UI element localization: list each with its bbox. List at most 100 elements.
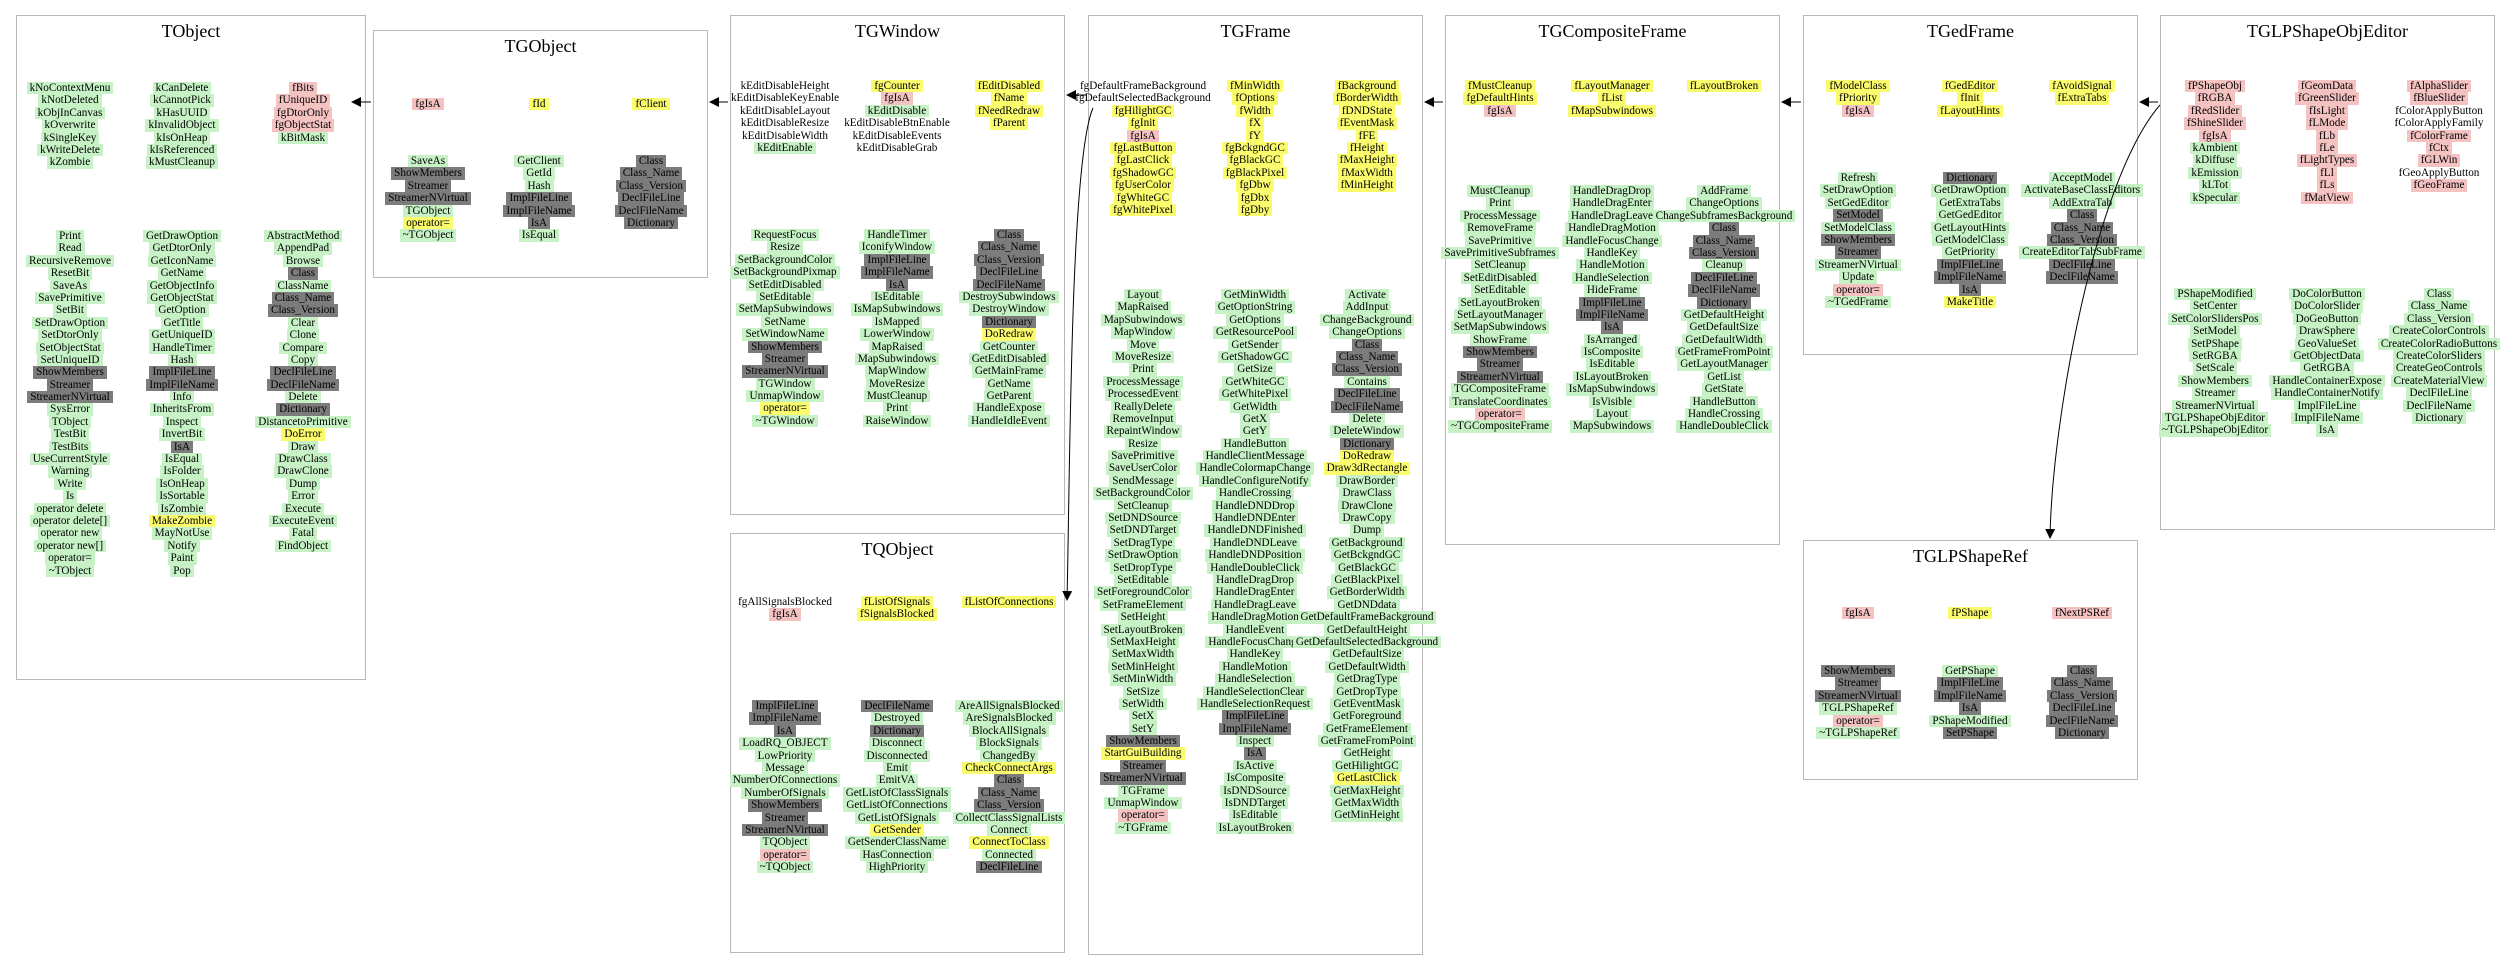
method-isa: IsA <box>1958 283 1982 296</box>
method-blocksignals: BlockSignals <box>976 737 1042 750</box>
method-tgedframe: ~TGedFrame <box>1824 295 1892 309</box>
data-member-fgisa: fgIsA <box>769 608 801 621</box>
method-islayoutbroken: IsLayoutBroken <box>1215 821 1295 835</box>
method-implfileline: ImplFileLine <box>1937 677 2003 690</box>
data-member-fgallsignalsblocked: fgAllSignalsBlocked <box>738 596 832 608</box>
method-getsender: GetSender <box>1228 338 1282 351</box>
method-setmapsubwindows: SetMapSubwindows <box>735 303 835 316</box>
method-handledragleave: HandleDragLeave <box>1568 209 1656 223</box>
method-tglpshapeobjeditor: TGLPShapeObjEditor <box>2161 411 2269 425</box>
method-getframeelement: GetFrameElement <box>1322 722 1411 736</box>
method-column: MustCleanup Print ProcessMessage RemoveFram… <box>1441 185 1559 433</box>
method-lowpriority: LowPriority <box>754 749 816 762</box>
method-isarranged: IsArranged <box>1583 333 1641 347</box>
member-column: fAlphaSlider fBlueSlider fColorApplyButton… <box>2385 80 2493 192</box>
member-column: fBits fUniqueID fgDtorOnly fgObjectStat kBit… <box>249 82 357 144</box>
method-showmembers: ShowMembers <box>1463 346 1537 359</box>
data-member-fghilightgc: fgHilightGC <box>1111 104 1175 118</box>
method-docolorslider: DoColorSlider <box>2291 300 2363 313</box>
method-operator-new: operator new <box>37 527 103 540</box>
data-member-fcolorframe: fColorFrame <box>2407 129 2471 142</box>
method-streamernvirtual: StreamerNVirtual <box>1815 689 1901 703</box>
method-tqobject: TQObject <box>759 836 811 849</box>
method-tgobject: TGObject <box>402 204 454 217</box>
data-member-kisreferenced: kIsReferenced <box>146 143 218 157</box>
method-blockallsignals: BlockAllSignals <box>969 724 1049 738</box>
method-deletewindow: DeleteWindow <box>1330 425 1404 438</box>
data-member-keditdisableevents: kEditDisableEvents <box>852 129 942 142</box>
method-implfilename: ImplFileName <box>1934 689 2006 703</box>
data-member-fminwidth: fMinWidth <box>1227 80 1283 93</box>
method-class: Class <box>1708 222 1740 235</box>
method-getlistofsignals: GetListOfSignals <box>854 811 940 824</box>
method-numberofsignals: NumberOfSignals <box>741 786 829 800</box>
method-getdefaultwidth: GetDefaultWidth <box>1682 333 1766 347</box>
method-unmapwindow: UnmapWindow <box>1104 797 1182 810</box>
method-handleselectionclear: HandleSelectionClear <box>1202 685 1308 698</box>
method-declfilename: DeclFileName <box>2403 399 2475 412</box>
method-setdndtarget: SetDNDTarget <box>1106 524 1180 537</box>
method-implfilename: ImplFileName <box>749 712 821 725</box>
method-setmodelclass: SetModelClass <box>1821 221 1895 234</box>
method-class: Class <box>1351 338 1383 351</box>
class-title: TGFrame <box>1220 21 1291 41</box>
method-class-name: Class_Name <box>271 291 335 305</box>
method-setdroptype: SetDropType <box>1110 561 1176 574</box>
data-member-fgeoframe: fGeoFrame <box>2410 179 2468 192</box>
method-createcolorsliders: CreateColorSliders <box>2393 349 2485 363</box>
method-tglpshapeobjeditor: ~TGLPShapeObjEditor <box>2158 424 2272 437</box>
method-handledragmotion: HandleDragMotion <box>1565 222 1659 235</box>
method-inspect: Inspect <box>162 415 202 429</box>
method-streamer: Streamer <box>1834 677 1882 690</box>
method-saveas: SaveAs <box>407 155 449 168</box>
method-getlistofclasssignals: GetListOfClassSignals <box>842 786 952 800</box>
method-getheight: GetHeight <box>1340 747 1394 760</box>
method-declfilename: DeclFileName <box>861 700 933 713</box>
method-isa: IsA <box>527 216 551 230</box>
method-getsenderclassname: GetSenderClassName <box>844 836 950 849</box>
method-tgwindow: TGWindow <box>755 377 815 391</box>
data-member-kltot: kLTot <box>2198 179 2232 192</box>
method-testbits: TestBits <box>48 440 92 454</box>
method-moveresize: MoveResize <box>866 377 928 391</box>
method-makezombie: MakeZombie <box>148 514 216 528</box>
method-operator-new: operator new[] <box>33 539 107 553</box>
method-getmaxwidth: GetMaxWidth <box>1331 797 1403 810</box>
method-saveusercolor: SaveUserColor <box>1105 462 1181 475</box>
method-drawclone: DrawClone <box>274 465 332 478</box>
method-tqobject: ~TQObject <box>756 861 814 874</box>
data-member-fctx: fCtx <box>2426 141 2452 155</box>
method-class-version: Class_Version <box>615 179 686 193</box>
method-getwhitegc: GetWhiteGC <box>1222 375 1288 389</box>
data-member-fgisa: fgIsA <box>1842 104 1874 118</box>
method-handlefocuschange: HandleFocusChange <box>1205 635 1305 649</box>
method-hideframe: HideFrame <box>1583 284 1641 297</box>
data-member-fgwhitepixel: fgWhitePixel <box>1110 203 1176 217</box>
method-lowerwindow: LowerWindow <box>860 328 934 341</box>
method-class: Class <box>2066 665 2098 678</box>
method-getblackgc: GetBlackGC <box>1335 561 1399 574</box>
method-column: Refresh SetDrawOption SetGedEditor SetModel… <box>1804 172 1912 309</box>
method-emit: Emit <box>883 761 911 775</box>
method-connect: Connect <box>987 823 1031 837</box>
data-member-kspecular: kSpecular <box>2189 191 2241 204</box>
method-getmaxheight: GetMaxHeight <box>1330 784 1404 798</box>
method-class-name: Class_Name <box>1692 234 1756 247</box>
data-member-kcandelete: kCanDelete <box>152 82 212 95</box>
method-fatal: Fatal <box>288 527 318 540</box>
method-sendmessage: SendMessage <box>1109 474 1177 488</box>
method-declfilename: DeclFileName <box>1331 400 1403 413</box>
method-getdefaultsize: GetDefaultSize <box>1329 648 1405 661</box>
method-browse: Browse <box>282 254 324 268</box>
method-tglpshaperef: TGLPShapeRef <box>1819 702 1897 715</box>
method-mapraised: MapRaised <box>1114 301 1172 314</box>
member-column: fGedEditor fInit fLayoutHints <box>1916 80 2024 118</box>
method-getname: GetName <box>984 377 1034 391</box>
data-member-fdndstate: fDNDState <box>1338 104 1396 118</box>
method-saveprimitive: SavePrimitive <box>1465 234 1535 247</box>
method-handledragenter: HandleDragEnter <box>1569 197 1655 210</box>
method-ismapsubwindows: IsMapSubwindows <box>850 303 944 316</box>
method-setname: SetName <box>761 315 809 329</box>
method-getdragtype: GetDragType <box>1333 673 1401 686</box>
data-member-khasuuid: kHasUUID <box>153 106 211 120</box>
